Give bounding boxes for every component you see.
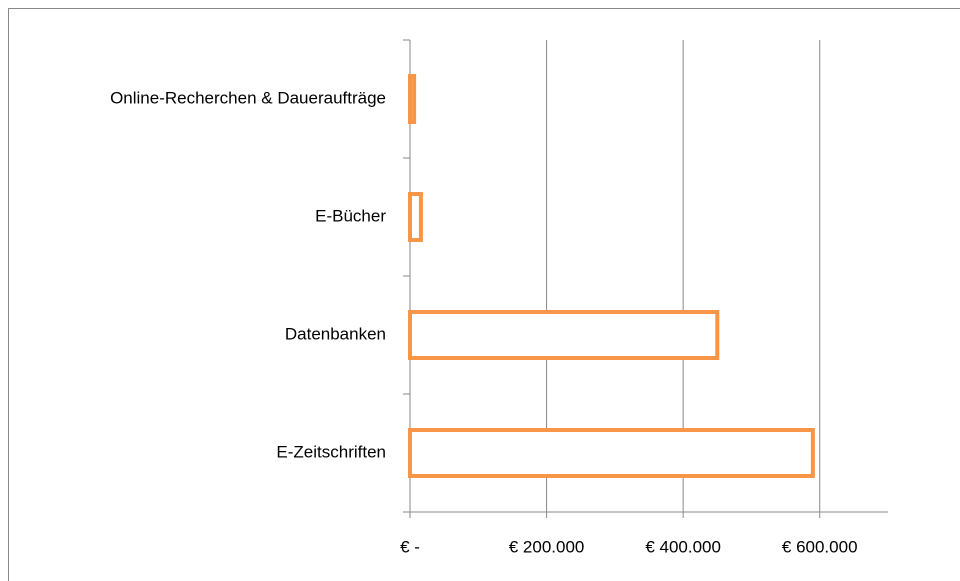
x-tick-label: € 200.000 <box>509 537 585 556</box>
bar <box>408 192 423 242</box>
y-tick-label: E-Bücher <box>315 206 386 225</box>
y-tick-label: E-Zeitschriften <box>276 442 386 461</box>
y-tick-label: Datenbanken <box>285 324 386 343</box>
bar <box>408 310 720 360</box>
bar <box>408 74 417 124</box>
bar <box>408 428 815 478</box>
y-tick-label: Online-Recherchen & Daueraufträge <box>110 88 386 107</box>
x-tick-label: € 400.000 <box>645 537 721 556</box>
chart-frame <box>8 8 960 581</box>
x-tick-label: € 600.000 <box>782 537 858 556</box>
x-tick-label: € - <box>400 537 420 556</box>
